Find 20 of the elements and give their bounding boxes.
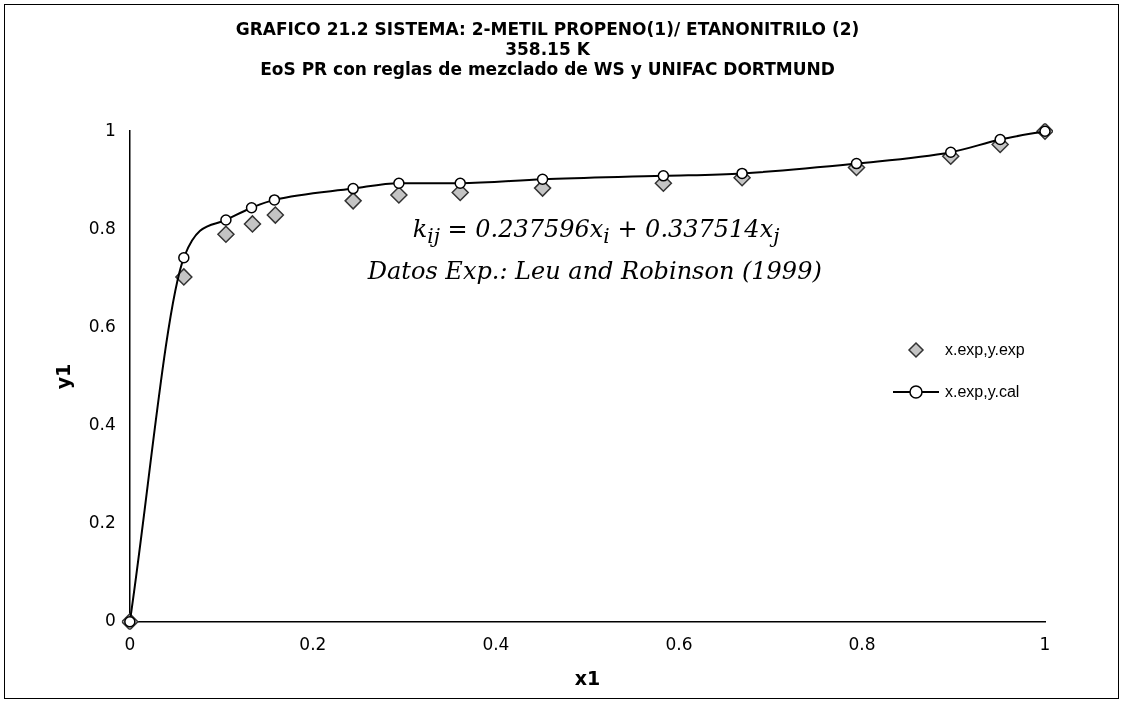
- y-tick-label: 0.4: [88, 413, 116, 434]
- x-tick-label: 0.4: [482, 634, 510, 655]
- legend-label: x.exp,y.exp: [945, 340, 1025, 359]
- x-tick-label: 0.8: [848, 634, 876, 655]
- x-tick-label: 0.6: [665, 634, 693, 655]
- x-tick-label: 0.2: [299, 634, 327, 655]
- y-tick-label: 0: [105, 610, 116, 631]
- chart-title: GRAFICO 21.2 SISTEMA: 2-METIL PROPENO(1)/ ETANONITRILO (2) 358.15 K: [235, 18, 860, 60]
- x-tick-label: 0: [124, 634, 136, 655]
- x-tick-label: 1: [1039, 634, 1051, 655]
- annotation: Datos Exp.: Leu and Robinson (1999): [367, 256, 822, 285]
- chart-subtitle: EoS PR con reglas de mezclado de WS y UNIFAC DORTMUND: [260, 59, 835, 80]
- legend-label: x.exp,y.cal: [945, 382, 1020, 401]
- x-axis-title: x1: [574, 666, 601, 689]
- y-tick-label: 0.2: [88, 512, 116, 533]
- y-tick-label: 1: [105, 119, 116, 140]
- y-axis-title: y1: [52, 363, 75, 390]
- y-tick-label: 0.8: [88, 217, 116, 238]
- annotation: k$_{ij}$ = 0.237596x$_{i}$ + 0.337514x$_{j}$: [412, 214, 780, 248]
- y-tick-label: 0.6: [88, 315, 116, 336]
